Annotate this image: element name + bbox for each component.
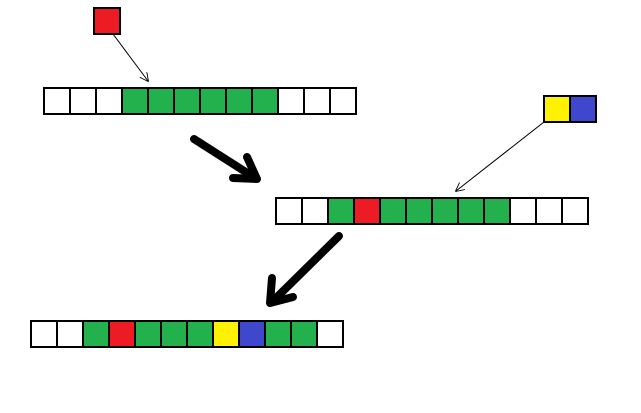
row3-cell-green	[264, 320, 292, 348]
row1-cell-green	[225, 87, 253, 115]
row3-cell-blue	[238, 320, 266, 348]
row1-cell-green	[199, 87, 227, 115]
row3-cell-green	[82, 320, 110, 348]
row3-cell-green	[160, 320, 188, 348]
insert-block-pair	[543, 95, 597, 123]
row3-cell-empty	[316, 320, 344, 348]
row2-cell-empty	[301, 197, 329, 225]
row3-cell-empty	[30, 320, 58, 348]
row3-cell-red	[108, 320, 136, 348]
row2-cell-green	[379, 197, 407, 225]
insert-single-cell-red	[93, 7, 121, 35]
row1-cell-empty	[277, 87, 305, 115]
row3-cell-green	[290, 320, 318, 348]
row2-cell-green	[457, 197, 485, 225]
row1-cell-empty	[329, 87, 357, 115]
step-arrow-first	[190, 135, 261, 183]
step-arrow-second	[266, 232, 343, 307]
row1-cell-green	[121, 87, 149, 115]
insert-pair-cell-blue	[569, 95, 597, 123]
row1-cell-empty	[303, 87, 331, 115]
row1-cell-empty	[95, 87, 123, 115]
row2-cell-green	[327, 197, 355, 225]
array-row-initial	[43, 87, 357, 115]
row1-cell-empty	[43, 87, 71, 115]
row2-cell-green	[483, 197, 511, 225]
row2-cell-empty	[535, 197, 563, 225]
row2-cell-green	[431, 197, 459, 225]
row1-cell-green	[251, 87, 279, 115]
row1-cell-empty	[69, 87, 97, 115]
row2-cell-green	[405, 197, 433, 225]
pointer-arrow-pair	[456, 121, 545, 191]
array-row-after-second-insert	[30, 320, 344, 348]
insert-pair-cell-yellow	[543, 95, 571, 123]
row1-cell-green	[147, 87, 175, 115]
row3-cell-green	[134, 320, 162, 348]
row2-cell-empty	[509, 197, 537, 225]
row3-cell-yellow	[212, 320, 240, 348]
insert-block-single	[93, 7, 121, 35]
row2-cell-empty	[275, 197, 303, 225]
array-row-after-first-insert	[275, 197, 589, 225]
pointer-arrow-single	[112, 33, 148, 81]
row3-cell-green	[186, 320, 214, 348]
row2-cell-empty	[561, 197, 589, 225]
row2-cell-red	[353, 197, 381, 225]
row3-cell-empty	[56, 320, 84, 348]
row1-cell-green	[173, 87, 201, 115]
